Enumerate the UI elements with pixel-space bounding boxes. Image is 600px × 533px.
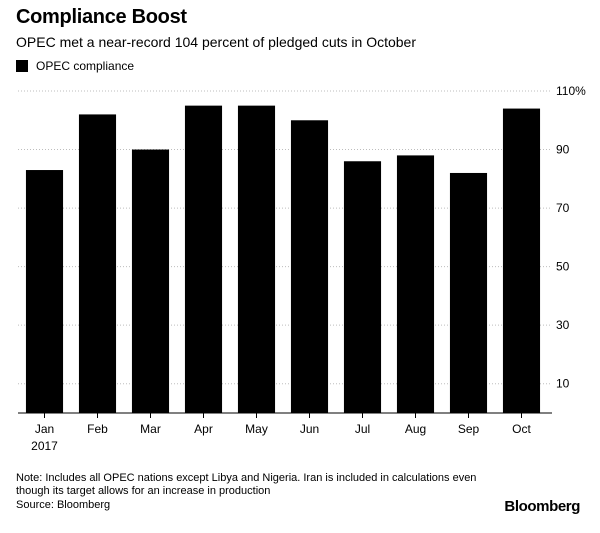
legend: OPEC compliance <box>16 59 134 73</box>
x-tick-label: Apr <box>194 422 213 436</box>
chart-source: Source: Bloomberg <box>16 499 111 511</box>
legend-label: OPEC compliance <box>36 59 135 73</box>
chart-title: Compliance Boost <box>16 6 187 28</box>
x-tick-label: Mar <box>140 422 161 436</box>
bar <box>290 120 329 413</box>
y-tick-label: 110% <box>556 84 586 98</box>
bar <box>78 114 117 413</box>
bar <box>343 161 382 413</box>
chart-note: Note: Includes all OPEC nations except L… <box>16 472 477 497</box>
x-tick-label: Jun <box>300 422 319 436</box>
y-tick-label: 30 <box>556 318 570 332</box>
bar <box>502 108 541 414</box>
y-tick-label: 70 <box>556 201 570 215</box>
bloomberg-logo: Bloomberg <box>504 498 580 515</box>
bar <box>449 172 488 413</box>
x-tick-label: Jul <box>355 422 370 436</box>
x-year-label: 2017 <box>31 439 58 453</box>
x-tick-label: Sep <box>458 422 480 436</box>
bar <box>184 105 223 414</box>
legend-swatch <box>16 60 28 72</box>
y-tick-label: 10 <box>556 377 570 391</box>
x-tick-label: Jan <box>35 422 54 436</box>
bar <box>25 170 64 413</box>
x-tick-label: May <box>245 422 268 436</box>
x-tick-label: Feb <box>87 422 108 436</box>
bar-chart: 10 30 50 70 90 110% Jan Feb Mar Apr May Jun Jul Aug Se… <box>18 84 586 453</box>
x-tick-label: Oct <box>512 422 531 436</box>
chart-subtitle: OPEC met a near-record 104 percent of pl… <box>16 34 416 50</box>
y-tick-label: 90 <box>556 143 570 157</box>
bar <box>237 105 276 414</box>
y-tick-label: 50 <box>556 260 570 274</box>
bar <box>131 149 170 413</box>
bar <box>396 155 435 413</box>
x-tick-label: Aug <box>405 422 426 436</box>
